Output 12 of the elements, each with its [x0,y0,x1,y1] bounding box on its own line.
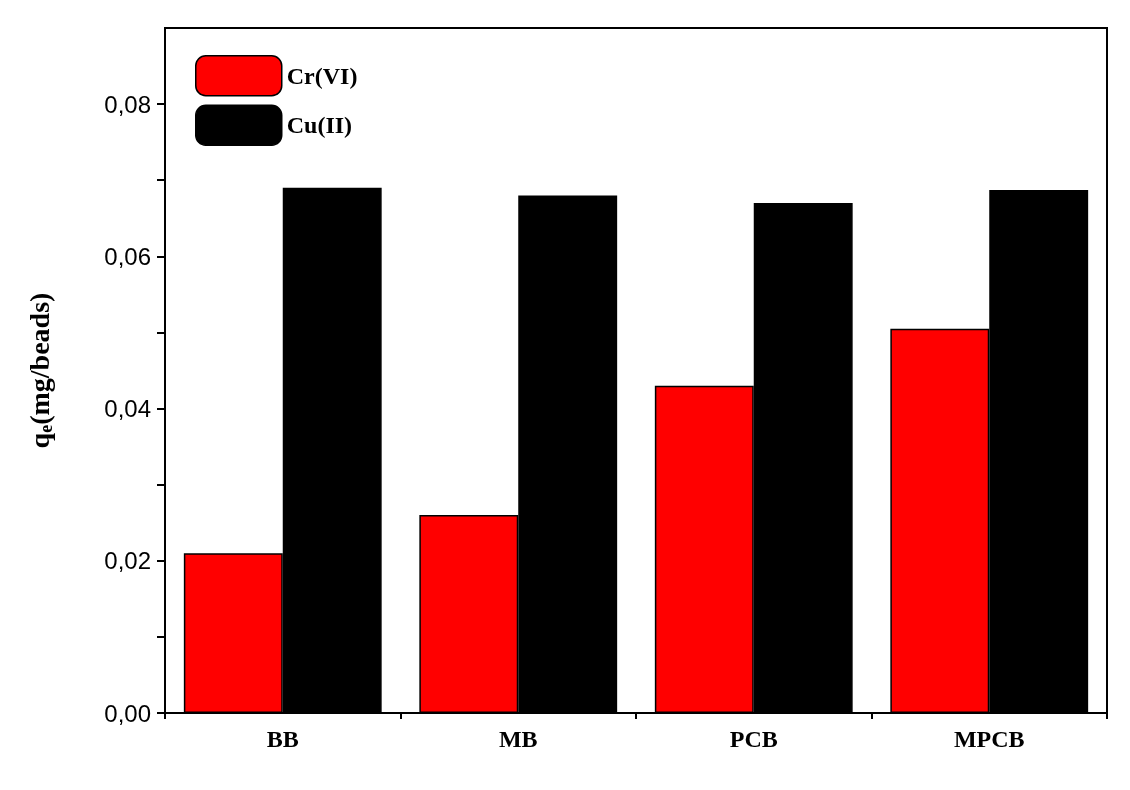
x-tick-label: PCB [729,726,778,752]
y-tick-label: 0,02 [104,547,151,575]
x-tick-label: MB [498,726,538,752]
y-tick-label: 0,00 [104,699,151,727]
y-tick-label: 0,04 [104,395,151,423]
legend-label: Cu(II) [286,112,353,139]
y-axis-title: qe(mg/beads) [23,292,56,449]
legend-label: Cr(VI) [286,62,358,89]
x-tick-label: MPCB [953,726,1025,752]
x-tick-label: BB [266,726,299,752]
y-tick-label: 0,08 [104,90,151,118]
y-tick-label: 0,06 [104,242,151,270]
